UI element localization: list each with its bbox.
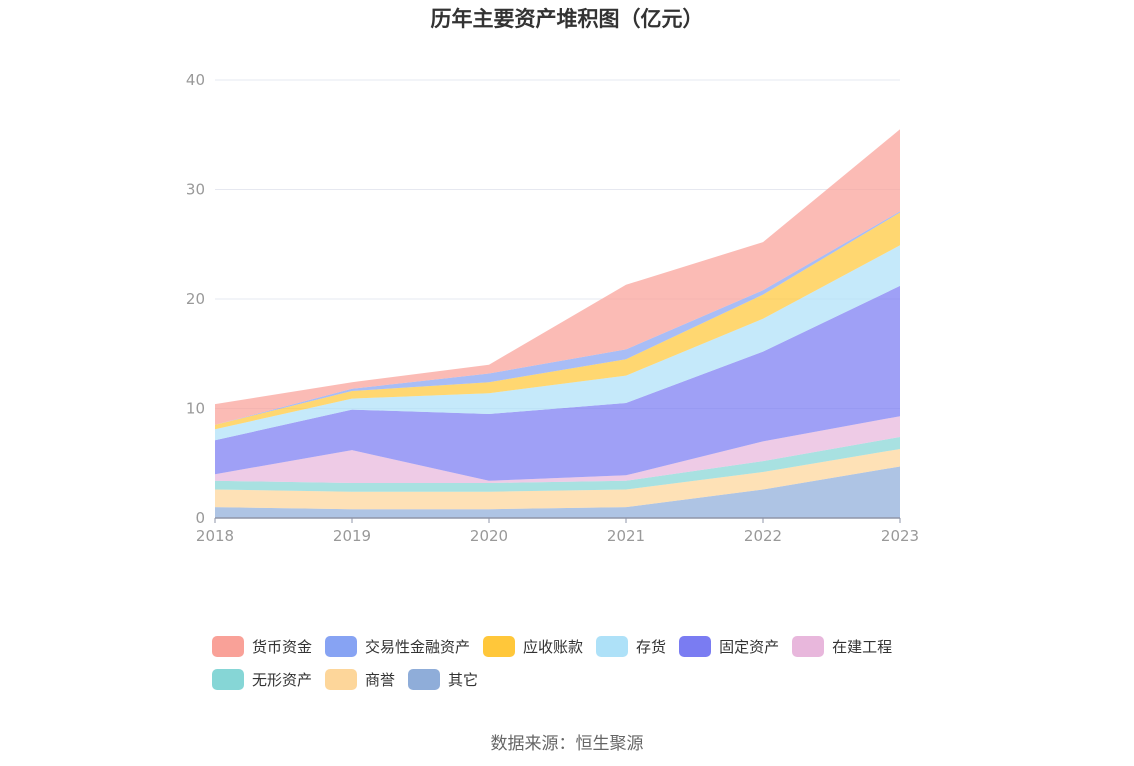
area-货币资金 (215, 129, 900, 425)
legend-swatch (679, 636, 712, 657)
legend-row: 无形资产 商誉 其它 (212, 663, 952, 696)
legend-label: 货币资金 (252, 638, 313, 656)
legend-swatch (792, 636, 825, 657)
x-tick-label: 2019 (333, 527, 371, 545)
legend-label: 在建工程 (832, 638, 893, 656)
legend-swatch (325, 669, 358, 690)
axes: 0 10 20 30 40 2018 2019 2020 2021 2022 2023 (186, 71, 919, 545)
legend-item[interactable]: 交易性金融资产 (325, 636, 470, 657)
legend-label: 商誉 (365, 671, 396, 689)
legend-row: 货币资金 交易性金融资产 应收账款 存货 固定资产 在建工程 (212, 630, 952, 663)
area-在建工程 (215, 416, 900, 483)
y-tick-label: 10 (186, 400, 205, 418)
legend-label: 无形资产 (252, 671, 313, 689)
legend-label: 交易性金融资产 (365, 638, 471, 656)
legend-label: 存货 (636, 638, 667, 656)
area-商誉 (215, 449, 900, 510)
y-tick-label: 30 (186, 181, 205, 199)
legend-label: 应收账款 (523, 638, 584, 656)
chart-title: 历年主要资产堆积图（亿元） (430, 7, 704, 31)
x-tick-label: 2021 (607, 527, 645, 545)
area-其它 (215, 466, 900, 518)
x-tick-label: 2020 (470, 527, 508, 545)
x-tick-label: 2022 (744, 527, 782, 545)
legend-swatch (212, 636, 244, 657)
y-tick-label: 20 (186, 290, 205, 308)
x-tick-label: 2018 (196, 527, 234, 545)
legend: 货币资金 交易性金融资产 应收账款 存货 固定资产 在建工程 无形资产 商誉 其它 (212, 630, 952, 696)
legend-item[interactable]: 应收账款 (483, 636, 583, 657)
legend-item[interactable]: 其它 (408, 669, 478, 690)
area-固定资产 (215, 285, 900, 481)
legend-swatch (483, 636, 516, 657)
y-tick-label: 40 (186, 71, 205, 89)
area-无形资产 (215, 437, 900, 492)
area-series (215, 129, 900, 518)
legend-item[interactable]: 商誉 (325, 669, 395, 690)
x-tick-label: 2023 (881, 527, 919, 545)
legend-item[interactable]: 固定资产 (679, 636, 779, 657)
legend-swatch (212, 669, 244, 690)
legend-item[interactable]: 在建工程 (792, 636, 892, 657)
legend-item[interactable]: 货币资金 (212, 636, 312, 657)
area-存货 (215, 245, 900, 441)
legend-label: 其它 (448, 671, 479, 689)
legend-swatch (408, 669, 441, 690)
legend-item[interactable]: 存货 (596, 636, 666, 657)
legend-swatch (596, 636, 629, 657)
y-tick-label: 0 (195, 509, 205, 527)
legend-item[interactable]: 无形资产 (212, 669, 312, 690)
legend-label: 固定资产 (719, 638, 780, 656)
legend-swatch (325, 636, 358, 657)
data-source-note: 数据来源：恒生聚源 (490, 734, 644, 754)
